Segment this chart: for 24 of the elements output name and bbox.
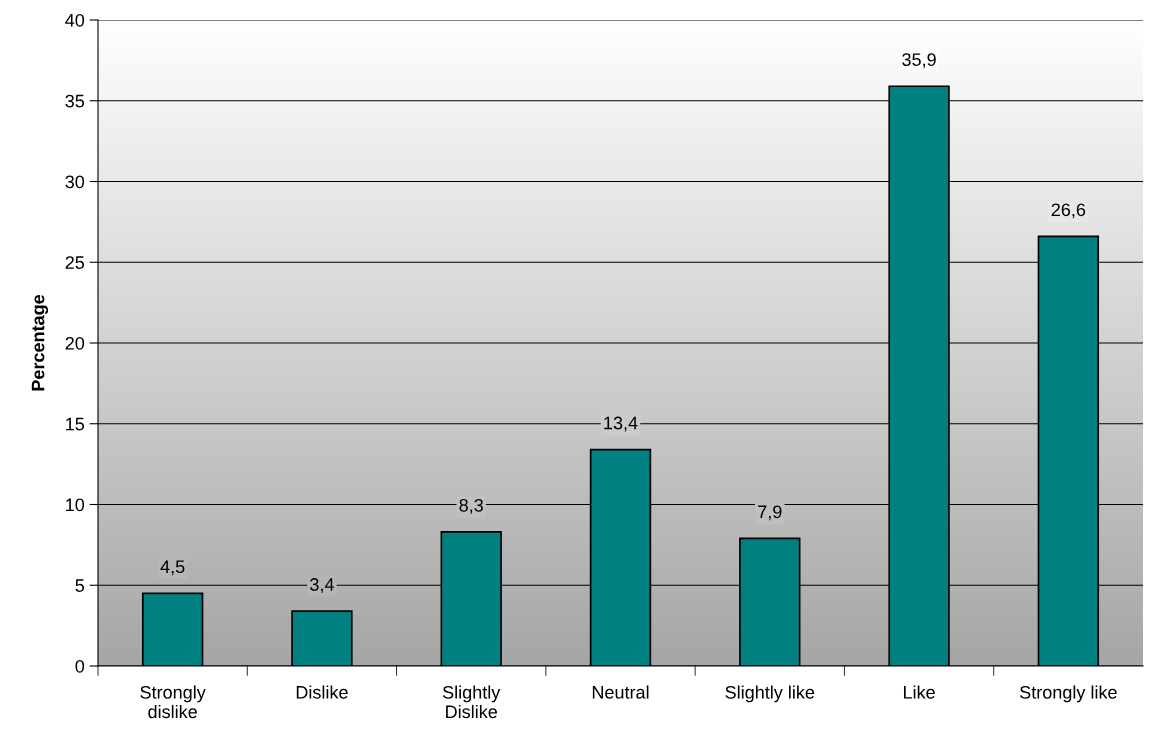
x-tick-label: Dislike [296,685,348,699]
y-tick-label: 15 [66,417,85,431]
y-tick-label: 0 [75,659,85,673]
x-tick-label: Strongly like [1020,685,1117,703]
x-tick-label: Slightly like [725,685,815,703]
y-tick-label: 20 [65,336,85,350]
x-tick-label: Strongly dislike [140,685,206,719]
y-tick-label: 5 [75,579,85,592]
y-tick-label: 40 [65,13,85,27]
y-axis-title: Percentage [31,294,49,391]
data-label: 7,9 [758,505,782,521]
data-label: 26,6 [1051,203,1086,219]
y-tick-label: 25 [65,256,85,269]
data-label: 8,3 [459,498,483,514]
data-label: 35,9 [902,53,936,69]
y-tick-label: 30 [65,175,85,189]
y-tick-label: 35 [65,94,85,108]
data-label: 4,5 [160,560,185,576]
x-tick-label: Slightly Dislike [442,685,501,719]
x-tick-label: Neutral [592,685,649,699]
data-label: 13,4 [604,416,638,432]
x-tick-label: Like [903,685,935,699]
y-tick-label: 10 [66,498,85,512]
data-label: 3,4 [310,578,334,593]
